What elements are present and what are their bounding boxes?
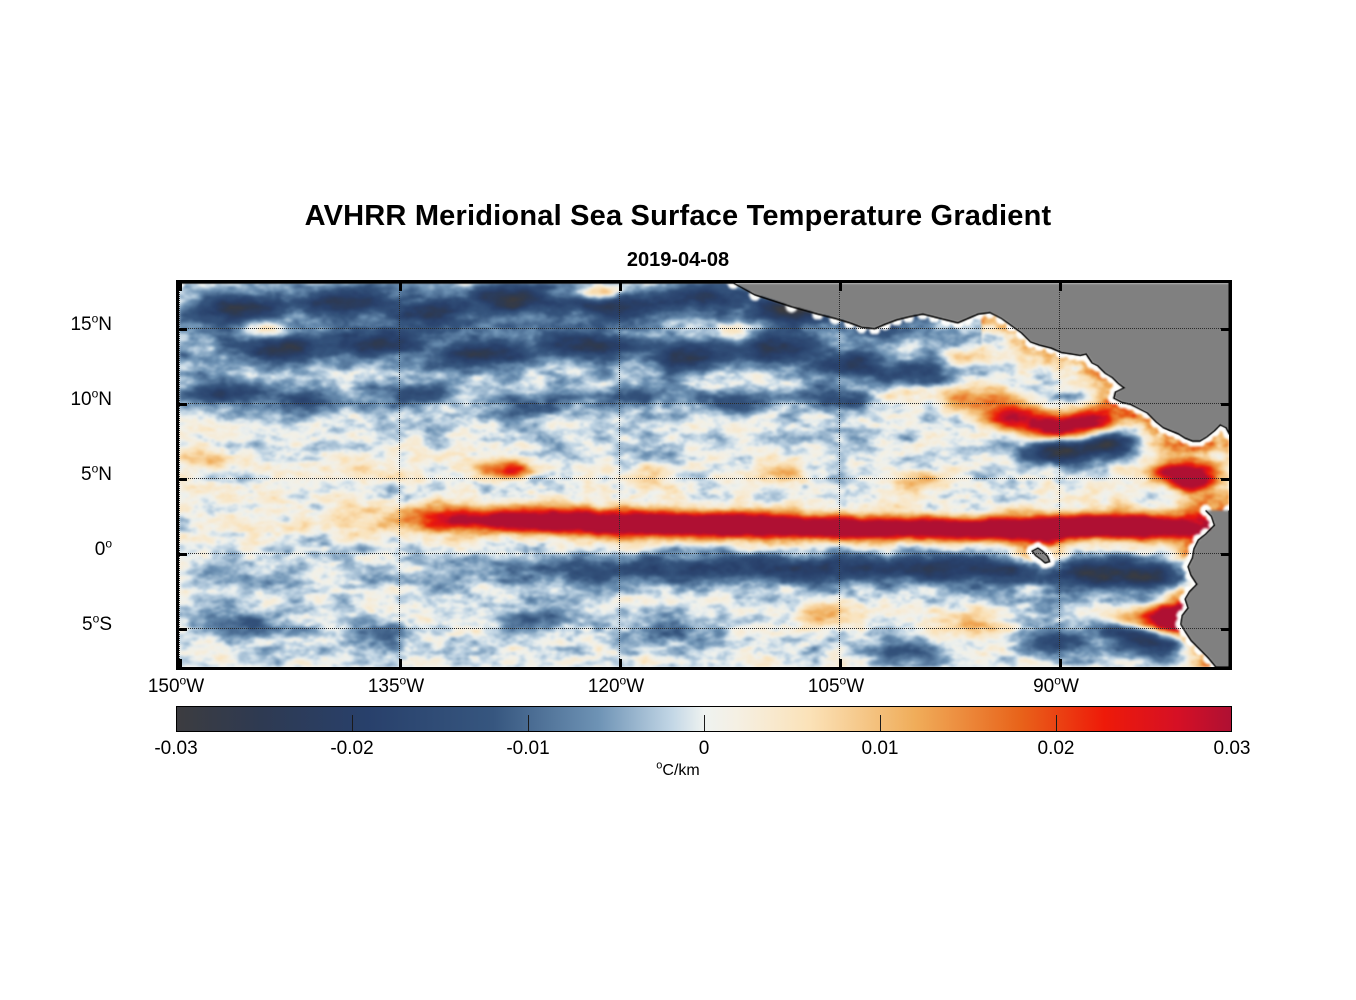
colorbar-tick-label-5: 0.02 xyxy=(1037,738,1075,759)
colorbar-tick-label-4: 0.01 xyxy=(861,738,899,759)
x-tick-label-0: 150oW xyxy=(147,673,205,697)
y-tick-label-2: 5oN xyxy=(81,461,112,485)
colorbar-tick-label-2: -0.01 xyxy=(506,738,550,759)
y-axis-tick xyxy=(1221,478,1229,481)
colorbar-units-label: oC/km xyxy=(656,759,700,779)
colorbar-tick xyxy=(1056,715,1057,731)
y-tick-label-1: 10oN xyxy=(70,386,112,410)
title-block: AVHRR Meridional Sea Surface Temperature… xyxy=(0,200,1356,272)
y-axis-tick xyxy=(1221,328,1229,331)
y-axis-tick xyxy=(1221,403,1229,406)
colorbar-tick xyxy=(352,715,353,731)
x-axis-tick xyxy=(1059,659,1062,667)
y-tick-label-4: 5oS xyxy=(82,611,112,635)
y-axis-tick xyxy=(179,328,187,331)
colorbar-tick-label-6: 0.03 xyxy=(1213,738,1251,759)
map-plot-frame xyxy=(176,280,1232,670)
x-axis-tick xyxy=(179,283,182,291)
y-axis-tick xyxy=(1221,553,1229,556)
colorbar-tick xyxy=(528,715,529,731)
y-axis-tick xyxy=(179,403,187,406)
x-axis-tick xyxy=(179,659,182,667)
colorbar-tick-label-3: 0 xyxy=(698,738,710,759)
y-tick-label-0: 15oN xyxy=(70,311,112,335)
x-axis-tick xyxy=(399,659,402,667)
x-axis-tick xyxy=(1059,283,1062,291)
x-axis-tick xyxy=(619,283,622,291)
y-axis-tick xyxy=(179,478,187,481)
y-axis-tick xyxy=(179,628,187,631)
sst-gradient-heatmap xyxy=(179,283,1229,667)
x-tick-label-3: 105oW xyxy=(807,673,865,697)
colorbar-tick xyxy=(704,715,705,731)
y-axis-tick xyxy=(179,553,187,556)
y-tick-label-3: 0o xyxy=(94,536,112,560)
y-axis-tick xyxy=(1221,628,1229,631)
x-tick-label-2: 120oW xyxy=(587,673,645,697)
x-axis-tick xyxy=(619,659,622,667)
x-axis-tick xyxy=(399,283,402,291)
page-title: AVHRR Meridional Sea Surface Temperature… xyxy=(304,200,1052,232)
colorbar-tick-label-1: -0.02 xyxy=(330,738,374,759)
colorbar-tick xyxy=(880,715,881,731)
subtitle-date: 2019-04-08 xyxy=(626,249,730,272)
x-tick-label-4: 90oW xyxy=(1033,673,1079,697)
colorbar xyxy=(176,706,1232,732)
x-axis-tick xyxy=(839,659,842,667)
colorbar-tick-label-0: -0.03 xyxy=(154,738,198,759)
x-tick-label-1: 135oW xyxy=(367,673,425,697)
x-axis-tick xyxy=(839,283,842,291)
